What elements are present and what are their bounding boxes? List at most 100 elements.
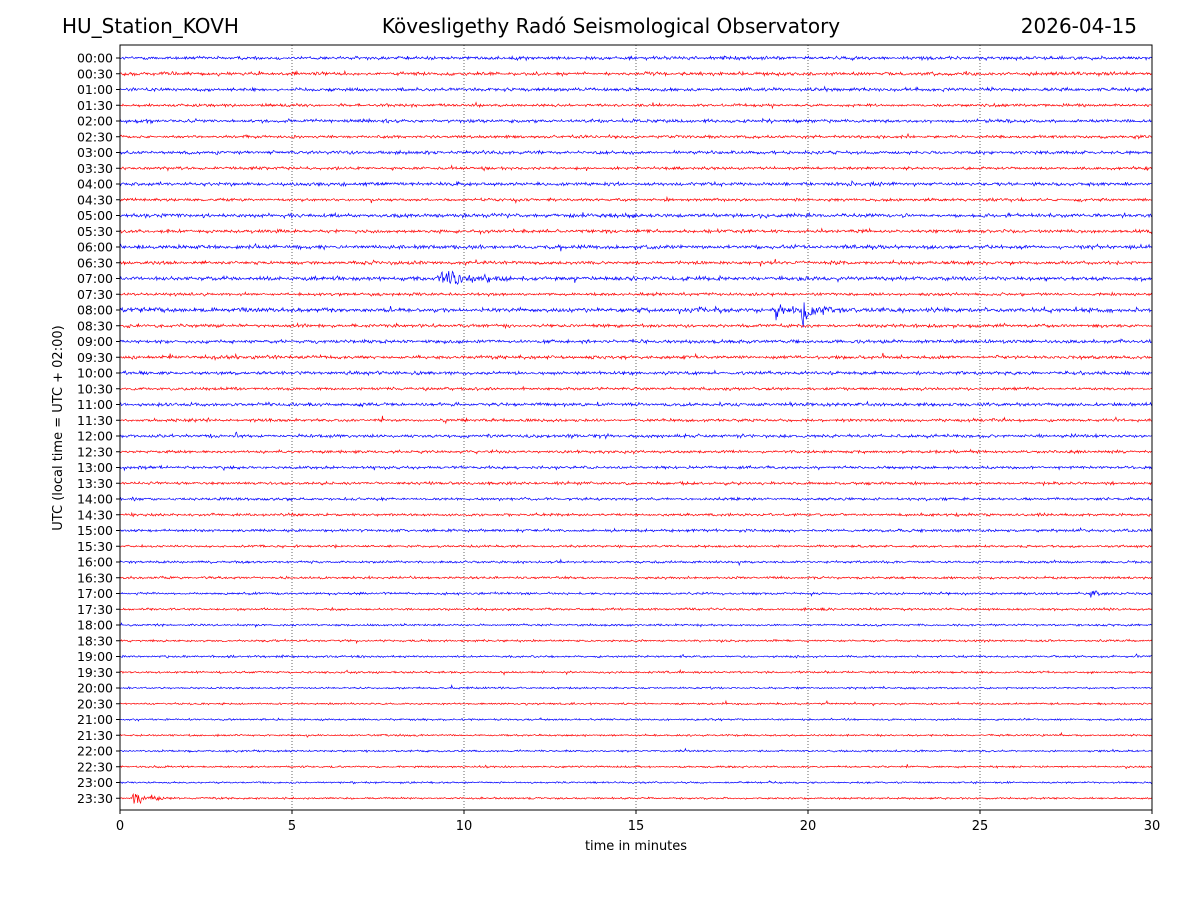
y-tick-label-1400: 14:00 bbox=[77, 492, 113, 507]
trace-0930 bbox=[120, 352, 1152, 362]
y-tick-label-0330: 03:30 bbox=[77, 161, 113, 176]
y-tick-label-1600: 16:00 bbox=[77, 555, 113, 570]
trace-1500 bbox=[120, 527, 1152, 534]
y-tick-label-0530: 05:30 bbox=[77, 224, 113, 239]
trace-1630 bbox=[120, 575, 1152, 580]
x-tick-label-30: 30 bbox=[1144, 819, 1161, 834]
y-tick-label-1900: 19:00 bbox=[77, 649, 113, 664]
y-tick-label-1530: 15:30 bbox=[77, 539, 113, 554]
y-tick-label-1930: 19:30 bbox=[77, 665, 113, 680]
trace-0130 bbox=[120, 101, 1152, 110]
trace-2100 bbox=[120, 717, 1152, 722]
trace-1230 bbox=[120, 448, 1152, 455]
trace-1600 bbox=[120, 558, 1152, 567]
trace-2130 bbox=[120, 731, 1152, 738]
y-tick-label-1730: 17:30 bbox=[77, 602, 113, 617]
observatory-title: Kövesligethy Radó Seismological Observat… bbox=[381, 14, 841, 38]
y-tick-label-2030: 20:30 bbox=[77, 696, 113, 711]
trace-0700 bbox=[120, 270, 1152, 286]
trace-1430 bbox=[120, 511, 1152, 518]
y-tick-label-1130: 11:30 bbox=[77, 413, 113, 428]
y-tick-label-0630: 06:30 bbox=[77, 255, 113, 270]
y-tick-label-0430: 04:30 bbox=[77, 192, 113, 207]
y-tick-label-1500: 15:00 bbox=[77, 523, 113, 538]
trace-1200 bbox=[120, 431, 1152, 440]
y-tick-label-1000: 10:00 bbox=[77, 366, 113, 381]
trace-0330 bbox=[120, 164, 1152, 172]
y-tick-label-1230: 12:30 bbox=[77, 444, 113, 459]
y-tick-label-0200: 02:00 bbox=[77, 114, 113, 129]
trace-0400 bbox=[120, 180, 1152, 188]
trace-2000 bbox=[120, 683, 1152, 691]
y-tick-label-2200: 22:00 bbox=[77, 744, 113, 759]
trace-1730 bbox=[120, 606, 1152, 612]
plot-date: 2026-04-15 bbox=[1020, 14, 1137, 38]
trace-0200 bbox=[120, 117, 1152, 125]
trace-0830 bbox=[120, 322, 1152, 330]
y-tick-label-0130: 01:30 bbox=[77, 98, 113, 113]
y-tick-label-0000: 00:00 bbox=[77, 51, 113, 66]
y-tick-label-1800: 18:00 bbox=[77, 618, 113, 633]
y-tick-label-1830: 18:30 bbox=[77, 633, 113, 648]
y-tick-label-1430: 14:30 bbox=[77, 507, 113, 522]
y-tick-label-0830: 08:30 bbox=[77, 318, 113, 333]
trace-2200 bbox=[120, 747, 1152, 754]
y-tick-label-0700: 07:00 bbox=[77, 271, 113, 286]
x-axis-label: time in minutes bbox=[585, 839, 687, 854]
trace-0030 bbox=[120, 69, 1152, 78]
y-axis-label: UTC (local time = UTC + 02:00) bbox=[51, 325, 66, 530]
y-tick-label-0300: 03:00 bbox=[77, 145, 113, 160]
trace-1300 bbox=[120, 464, 1152, 472]
trace-0600 bbox=[120, 242, 1152, 252]
y-tick-label-1630: 16:30 bbox=[77, 570, 113, 585]
trace-0500 bbox=[120, 211, 1152, 220]
y-tick-label-2300: 23:00 bbox=[77, 775, 113, 790]
trace-2330 bbox=[120, 793, 1152, 805]
y-tick-label-1330: 13:30 bbox=[77, 476, 113, 491]
y-tick-label-0930: 09:30 bbox=[77, 350, 113, 365]
trace-2300 bbox=[120, 780, 1152, 785]
x-tick-label-10: 10 bbox=[456, 819, 473, 834]
y-tick-label-1100: 11:00 bbox=[77, 397, 113, 412]
y-tick-label-1300: 13:00 bbox=[77, 460, 113, 475]
trace-1000 bbox=[120, 369, 1152, 377]
y-axis-ticks: 00:0000:3001:0001:3002:0002:3003:0003:30… bbox=[77, 51, 120, 806]
y-tick-label-0730: 07:30 bbox=[77, 287, 113, 302]
y-tick-label-2230: 22:30 bbox=[77, 759, 113, 774]
trace-0230 bbox=[120, 132, 1152, 140]
x-tick-label-15: 15 bbox=[628, 819, 645, 834]
trace-0000 bbox=[120, 54, 1152, 62]
y-tick-label-0030: 00:30 bbox=[77, 66, 113, 81]
trace-1030 bbox=[120, 385, 1152, 392]
x-tick-label-0: 0 bbox=[116, 819, 124, 834]
trace-0100 bbox=[120, 85, 1152, 93]
trace-1530 bbox=[120, 543, 1152, 549]
trace-0430 bbox=[120, 195, 1152, 204]
trace-1800 bbox=[120, 622, 1152, 628]
trace-2030 bbox=[120, 699, 1152, 707]
station-name: HU_Station_KOVH bbox=[62, 14, 239, 38]
y-tick-label-1030: 10:30 bbox=[77, 381, 113, 396]
seismic-traces bbox=[120, 54, 1152, 805]
plot-area bbox=[120, 45, 1152, 810]
trace-1330 bbox=[120, 480, 1152, 487]
trace-1830 bbox=[120, 638, 1152, 645]
y-tick-label-0100: 01:00 bbox=[77, 82, 113, 97]
y-tick-label-2100: 21:00 bbox=[77, 712, 113, 727]
trace-1400 bbox=[120, 496, 1152, 502]
trace-1130 bbox=[120, 415, 1152, 425]
trace-0300 bbox=[120, 149, 1152, 156]
y-tick-label-1200: 12:00 bbox=[77, 429, 113, 444]
trace-1100 bbox=[120, 400, 1152, 408]
y-tick-label-0500: 05:00 bbox=[77, 208, 113, 223]
y-tick-label-2000: 20:00 bbox=[77, 681, 113, 696]
x-tick-label-25: 25 bbox=[972, 819, 989, 834]
y-tick-label-0230: 02:30 bbox=[77, 129, 113, 144]
trace-2230 bbox=[120, 764, 1152, 770]
y-tick-label-0900: 09:00 bbox=[77, 334, 113, 349]
trace-0900 bbox=[120, 338, 1152, 345]
trace-0530 bbox=[120, 227, 1152, 236]
y-tick-label-0600: 06:00 bbox=[77, 240, 113, 255]
